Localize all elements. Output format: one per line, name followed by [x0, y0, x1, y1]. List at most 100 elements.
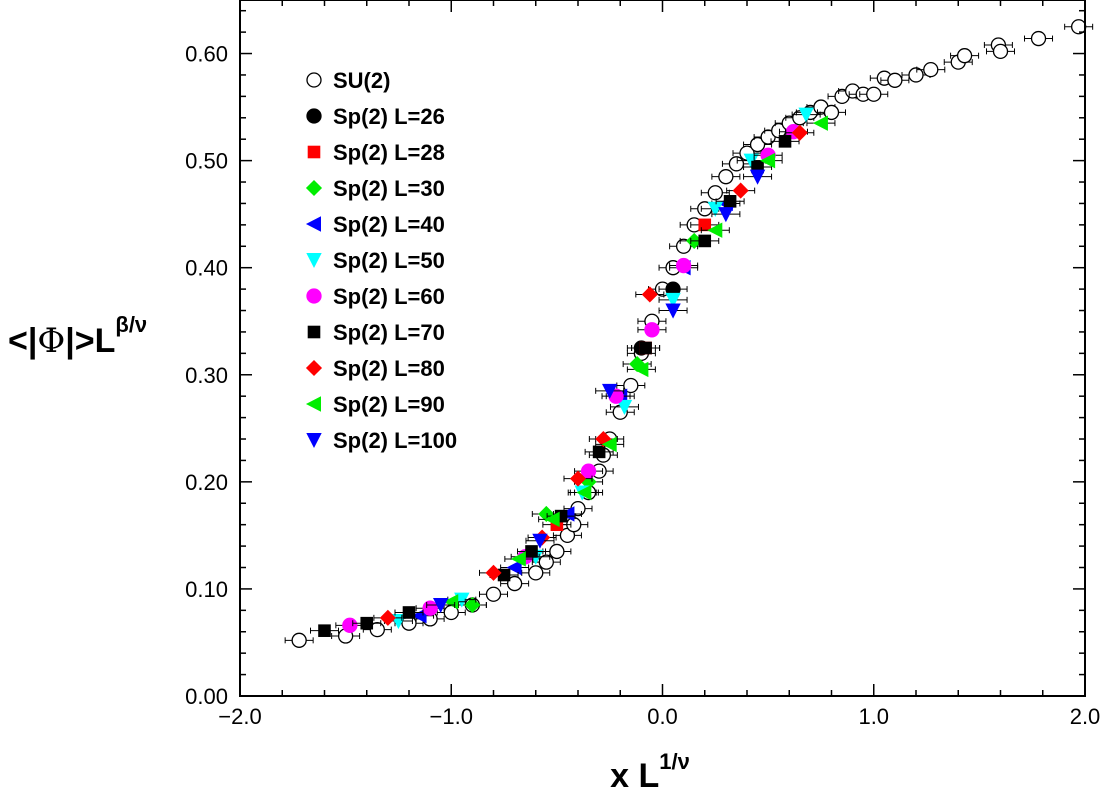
legend-marker: [305, 396, 321, 412]
data-point: [576, 484, 592, 501]
data-point: [497, 568, 511, 582]
data-point: [665, 303, 681, 319]
data-point: [749, 169, 766, 185]
x-axis-title-sup: 1/ν: [659, 749, 690, 774]
data-point: [778, 135, 792, 148]
data-point: [595, 430, 612, 448]
y-tick-label: 0.10: [185, 577, 228, 602]
y-axis-title-symbol: Φ: [37, 321, 65, 361]
data-point: [728, 156, 745, 172]
data-point: [506, 575, 523, 592]
legend-marker: [305, 216, 321, 232]
legend-label: Sp(2) L=30: [333, 176, 445, 201]
data-point: [707, 201, 724, 217]
data-point: [528, 565, 544, 581]
legend-marker: [306, 253, 322, 269]
y-axis-title-post: |>L: [65, 322, 115, 360]
data-point: [644, 322, 660, 338]
data-point: [718, 169, 734, 185]
data-point: [866, 86, 882, 102]
data-point: [956, 48, 973, 64]
data-point: [707, 222, 723, 238]
data-point: [1030, 30, 1047, 47]
data-point: [760, 152, 776, 169]
series-sp-2-l-100: [426, 169, 773, 614]
data-point: [592, 445, 606, 459]
x-tick-label: −2.0: [218, 704, 261, 729]
axis-ticks: −2.0 −1.0 0.0 1.0 2.0 0.00 0.10 0.20 0.30 0.40 0.5…: [185, 0, 1100, 729]
data-point: [580, 473, 597, 490]
data-point: [812, 115, 828, 131]
legend-marker: [306, 72, 322, 88]
data-point: [506, 559, 522, 576]
data-point: [525, 545, 538, 558]
data-point: [485, 586, 502, 602]
y-tick-label: 0.20: [185, 470, 228, 495]
y-tick-label: 0.40: [185, 256, 228, 281]
legend-label: Sp(2) L=26: [333, 104, 445, 129]
data-point: [623, 377, 639, 394]
legend-marker: [307, 325, 321, 339]
legend-label: Sp(2) L=60: [333, 284, 445, 309]
legend-marker: [307, 145, 321, 159]
data-point: [580, 463, 597, 479]
data-point: [723, 195, 737, 208]
series-sp-2-l-50: [383, 107, 821, 630]
data-point: [633, 361, 649, 378]
y-axis-title-pre: <|: [8, 322, 37, 360]
x-tick-label: 1.0: [858, 704, 889, 729]
data-point: [432, 597, 449, 614]
data-point: [510, 551, 526, 567]
data-point: [908, 67, 924, 83]
data-point: [791, 124, 808, 141]
data-point: [532, 533, 548, 549]
data-point: [318, 624, 331, 637]
data-point: [641, 286, 658, 303]
data-point: [360, 616, 374, 630]
data-point: [823, 104, 840, 121]
data-point: [718, 207, 734, 223]
data-point: [569, 470, 587, 487]
x-tick-label: 0.0: [647, 704, 678, 729]
data-points-layer: [284, 19, 1094, 648]
legend-label: Sp(2) L=40: [333, 212, 445, 237]
legend-marker: [305, 179, 323, 197]
data-point: [291, 632, 307, 648]
y-tick-label: 0.30: [185, 363, 228, 388]
legend-label: Sp(2) L=50: [333, 248, 445, 273]
legend-label: Sp(2) L=70: [333, 320, 445, 345]
data-point: [707, 185, 723, 201]
series-sp-2-l-40: [405, 195, 741, 624]
data-point: [992, 43, 1009, 60]
data-point: [732, 182, 749, 199]
data-point: [798, 107, 814, 123]
data-point: [601, 436, 617, 453]
data-point: [698, 234, 712, 248]
data-point: [402, 606, 416, 619]
legend-label: Sp(2) L=90: [333, 392, 445, 417]
y-axis-title: <|Φ|>Lβ/ν: [8, 312, 147, 361]
legend-label: Sp(2) L=100: [333, 428, 457, 453]
x-tick-label: −1.0: [430, 704, 473, 729]
data-point: [422, 600, 438, 616]
data-point: [743, 153, 759, 169]
legend: SU(2) Sp(2) L=26 Sp(2) L=28 Sp(2) L=30 Sp(2)…: [305, 68, 457, 453]
data-point: [665, 292, 681, 308]
x-axis-title-main: x L: [610, 757, 659, 795]
y-tick-label: 0.60: [185, 42, 228, 67]
legend-marker: [305, 359, 323, 377]
data-point: [887, 72, 903, 88]
y-tick-label: 0.00: [185, 684, 228, 709]
legend-label: SU(2): [333, 68, 390, 93]
legend-marker: [306, 288, 322, 304]
data-point: [342, 617, 358, 633]
y-axis-title-sup: β/ν: [115, 312, 147, 337]
data-point: [675, 257, 692, 274]
y-tick-label: 0.50: [185, 149, 228, 174]
x-axis-title: x L1/ν: [610, 749, 690, 795]
legend-marker: [306, 108, 322, 124]
data-point: [544, 511, 560, 528]
data-point: [379, 609, 396, 626]
x-tick-label: 2.0: [1070, 704, 1101, 729]
